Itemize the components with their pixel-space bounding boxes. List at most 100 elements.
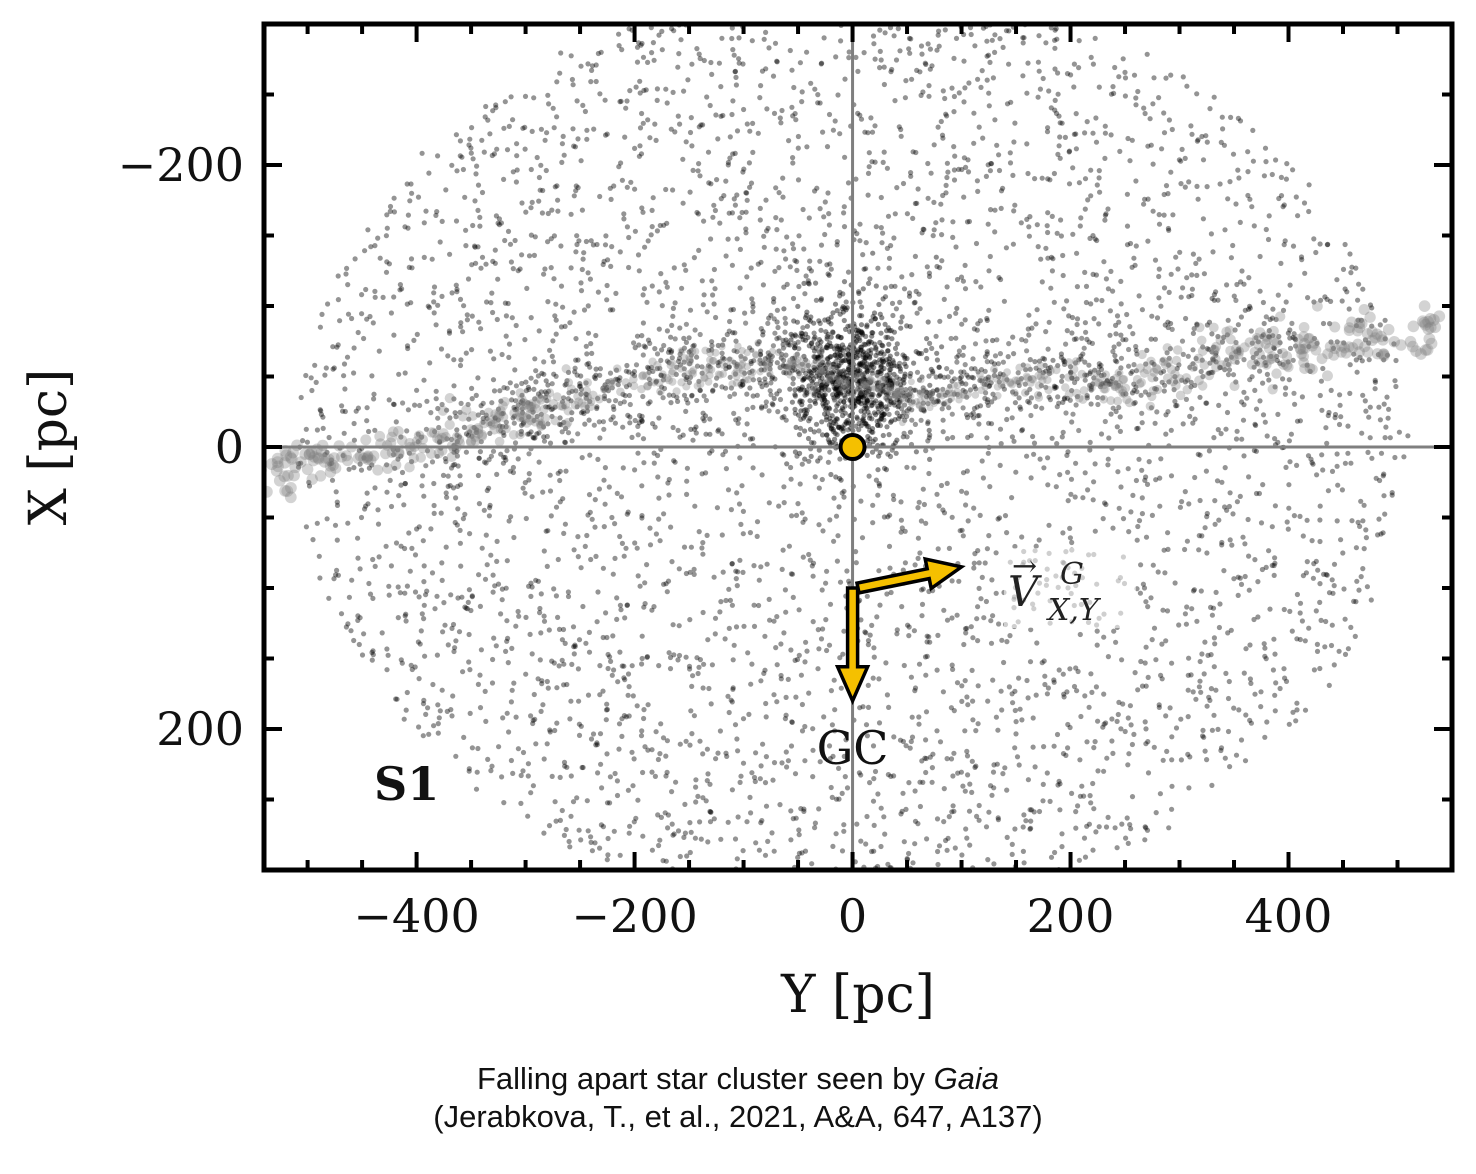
star-point [575,136,581,142]
star-point [687,666,693,672]
star-point [888,589,894,596]
star-point [696,247,702,253]
star-point [1041,356,1048,362]
star-point [1082,359,1088,365]
star-point [355,329,361,336]
star-point [998,205,1004,211]
star-point [466,631,472,638]
star-point [464,606,470,612]
star-point [1156,704,1162,711]
star-point [1347,390,1353,396]
star-point [659,303,665,309]
star-point [751,602,757,608]
star-point [749,38,755,44]
star-point [559,159,565,165]
star-point [631,819,637,825]
star-point [481,507,487,513]
star-point [881,358,887,364]
star-point [573,188,579,194]
star-point [1194,322,1200,328]
star-point [792,449,799,455]
star-point [1190,251,1196,257]
star-point [903,806,909,813]
star-point [964,414,971,421]
star-point [1226,678,1232,685]
star-point [870,439,876,445]
star-point [937,373,944,379]
star-point [1014,754,1021,760]
star-point [533,379,539,385]
star-point [930,751,936,757]
star-point [978,84,984,90]
star-point [1156,702,1162,708]
star-point [677,325,683,331]
star-point [1190,588,1197,594]
star-point [509,117,516,123]
star-point [891,329,898,335]
star-point [1338,537,1344,543]
star-point [552,727,558,734]
star-point [911,360,917,366]
star-point [939,258,945,264]
star-point [501,800,507,806]
star-point [639,333,645,339]
star-point [926,83,932,89]
star-point [545,92,551,98]
star-point [984,349,990,355]
star-point [1060,530,1066,536]
star-point [519,200,525,206]
star-point [988,207,994,213]
star-point [758,564,764,570]
star-point [590,242,597,248]
star-point [634,44,641,50]
star-point [1321,571,1327,577]
star-point [1334,518,1340,524]
star-point [883,379,889,385]
star-point [993,714,1000,720]
star-point [1090,271,1096,277]
star-point [917,69,923,75]
star-point [1090,130,1096,136]
star-point [571,644,577,650]
star-point [683,139,689,145]
star-point [719,532,725,538]
star-point [1125,715,1131,721]
star-point [626,684,632,690]
star-point [597,692,603,698]
star-point [963,164,969,170]
star-point [1094,237,1100,244]
star-point [604,857,610,863]
star-point [1182,611,1188,617]
star-point [793,694,799,700]
star-point [862,403,869,409]
star-point [479,254,486,260]
star-point [871,645,877,651]
star-point [699,545,705,551]
star-point [915,535,922,541]
star-point [1342,241,1348,248]
star-point [741,166,747,172]
star-point [897,368,904,374]
star-point [834,393,841,399]
star-point [836,504,842,510]
star-point [863,630,869,636]
star-point [761,244,767,250]
star-point [787,386,793,392]
star-point [857,393,863,399]
star-point [819,476,825,483]
star-point [1126,529,1132,535]
star-point [1089,689,1095,696]
star-point [945,169,951,175]
star-point [1292,401,1298,407]
star-point [408,256,415,262]
star-point [975,638,981,644]
star-point [533,577,539,583]
star-point [645,747,651,753]
star-point [664,589,670,595]
star-point [596,486,603,492]
star-point [732,68,739,74]
star-point [479,137,485,143]
star-point [1216,517,1222,523]
star-point [452,410,458,416]
star-point [557,817,564,824]
